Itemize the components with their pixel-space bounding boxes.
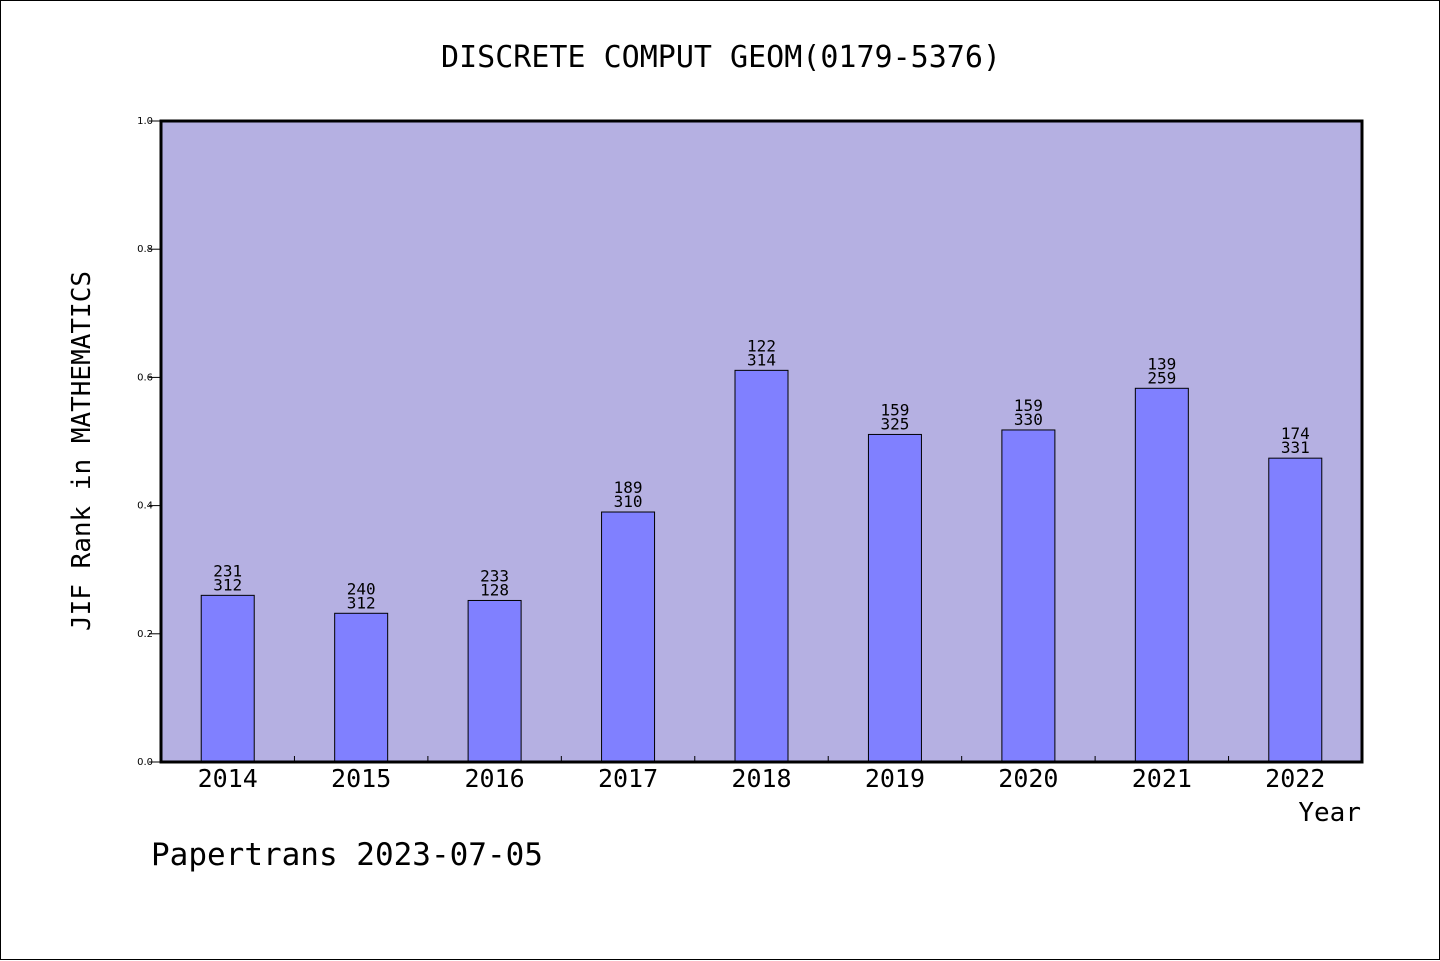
bars-layer xyxy=(200,369,1323,763)
x-tick-label-2021: 2021 xyxy=(1132,764,1192,793)
bar-2022 xyxy=(1268,457,1323,763)
bar-2016 xyxy=(467,599,522,763)
bar-2018 xyxy=(734,369,789,763)
x-tick-label-2014: 2014 xyxy=(198,764,258,793)
y-tick-label-0.2: 0.2 xyxy=(137,629,153,640)
y-tick-label-0.4: 0.4 xyxy=(137,501,153,512)
data-label-bottom-2016: 128 xyxy=(480,580,509,599)
x-tick-label-2015: 2015 xyxy=(331,764,391,793)
y-axis-title: JIF Rank in MATHEMATICS xyxy=(67,271,97,631)
data-label-bottom-2021: 259 xyxy=(1147,368,1176,387)
bar-2020 xyxy=(1001,429,1056,763)
data-label-bottom-2015: 312 xyxy=(347,593,376,612)
data-label-top-2021: 139 xyxy=(1147,354,1176,373)
y-tick-label-0.8: 0.8 xyxy=(137,244,153,255)
data-label-top-2014: 231 xyxy=(213,561,242,580)
y-tick-label-0.6: 0.6 xyxy=(137,372,153,383)
y-axis: 0.0 0.2 0.4 0.6 0.8 1.0 xyxy=(137,116,161,768)
x-tick-label-2017: 2017 xyxy=(598,764,658,793)
plot-border xyxy=(159,119,1364,764)
x-tick-label-2019: 2019 xyxy=(865,764,925,793)
x-axis-title: Year xyxy=(1298,798,1361,828)
data-label-bottom-2020: 330 xyxy=(1014,410,1043,429)
data-label-bottom-2014: 312 xyxy=(213,575,242,594)
data-label-top-2022: 174 xyxy=(1281,424,1310,443)
data-label-top-2016: 233 xyxy=(480,566,509,585)
x-tick-label-2016: 2016 xyxy=(465,764,525,793)
data-label-top-2015: 240 xyxy=(347,579,376,598)
y-tick-label-0.0: 0.0 xyxy=(137,757,153,768)
data-label-top-2018: 122 xyxy=(747,336,776,355)
credit-text: Papertrans 2023-07-05 xyxy=(151,837,543,873)
data-label-bottom-2018: 314 xyxy=(747,350,776,369)
x-tick-label-2022: 2022 xyxy=(1265,764,1325,793)
x-tick-label-2020: 2020 xyxy=(998,764,1058,793)
chart-title: DISCRETE COMPUT GEOM(0179-5376) xyxy=(441,40,1001,75)
bar-2021 xyxy=(1134,387,1189,763)
bar-2019 xyxy=(867,433,922,763)
data-label-bottom-2022: 331 xyxy=(1281,438,1310,457)
bar-2015 xyxy=(334,612,389,763)
y-tick-label-1.0: 1.0 xyxy=(137,116,153,127)
bar-2017 xyxy=(601,511,656,763)
data-label-bottom-2017: 310 xyxy=(614,492,643,511)
data-label-top-2017: 189 xyxy=(614,478,643,497)
data-label-bottom-2019: 325 xyxy=(880,414,909,433)
bar-2014 xyxy=(200,594,255,763)
x-tick-label-2018: 2018 xyxy=(731,764,791,793)
data-label-top-2019: 159 xyxy=(880,400,909,419)
x-axis: 2014 2015 2016 2017 2018 2019 2020 2021 2022 xyxy=(198,756,1325,793)
data-label-top-2020: 159 xyxy=(1014,396,1043,415)
